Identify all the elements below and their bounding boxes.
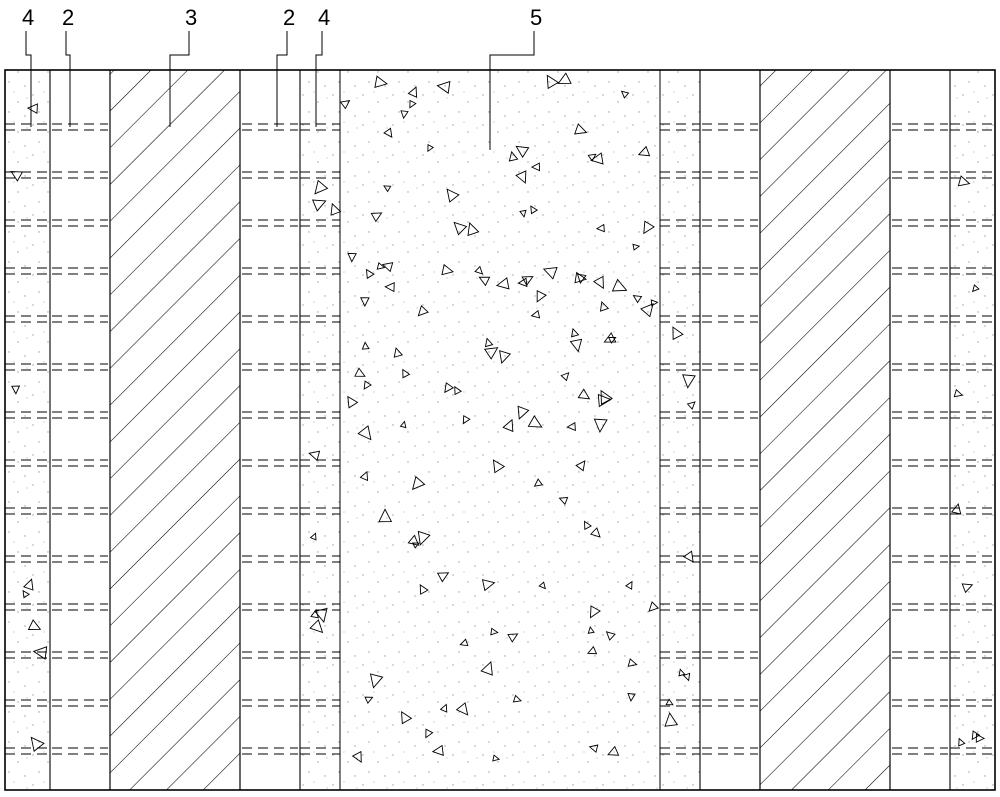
callout-label-4: 4 — [318, 5, 330, 30]
callout-label-2: 3 — [185, 5, 197, 30]
callout-label-0: 4 — [22, 5, 34, 30]
callout-label-3: 2 — [283, 5, 295, 30]
callout-label-1: 2 — [62, 5, 74, 30]
diagram-svg: 423245 — [0, 0, 1000, 797]
callout-label-5: 5 — [530, 5, 542, 30]
diagram-root: 423245 — [0, 0, 1000, 797]
